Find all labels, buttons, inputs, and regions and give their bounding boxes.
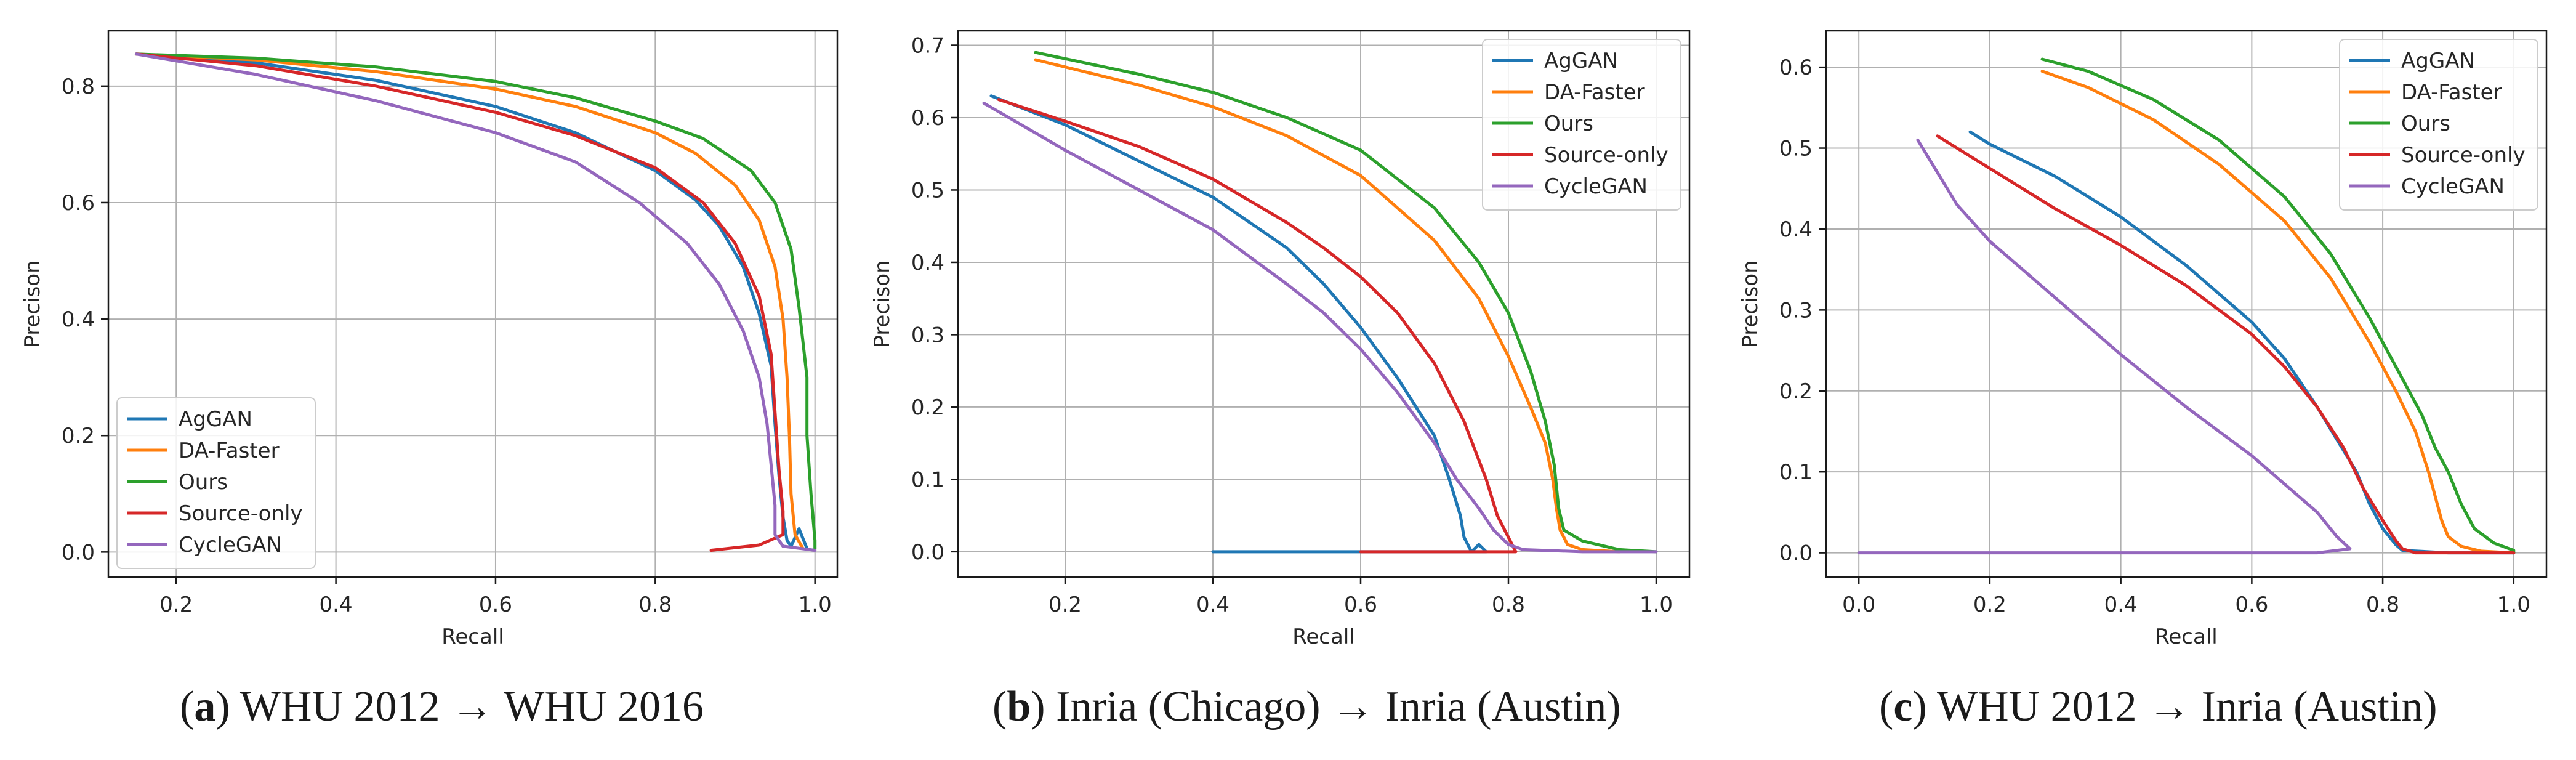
y-tick-label: 0.0 [911, 540, 944, 565]
y-tick-label: 0.8 [62, 75, 95, 99]
legend-box [116, 397, 316, 569]
caption-a: (a) WHU 2012 → WHU 2016 [180, 683, 704, 730]
y-tick-label: 0.2 [62, 424, 95, 448]
series-line-ours [1034, 51, 1658, 554]
y-tick-label: 0.4 [62, 307, 95, 332]
x-tick-label: 1.0 [1640, 592, 1673, 617]
series-line-source-only [1936, 134, 2516, 555]
y-axis-label: Precison [1738, 260, 1763, 347]
series-line-da-faster [2040, 70, 2516, 555]
y-tick-label: 0.6 [911, 106, 944, 131]
chart-panel-c: 0.0 0.2 0.4 0.6 0.8 1.0 0.0 0.1 0.2 0.3 0.4 0.5 0.6 R… [1738, 30, 2548, 649]
legend-label: DA-Faster [2401, 80, 2502, 105]
y-tick-label: 0.2 [1779, 379, 1813, 404]
x-tick-label: 0.2 [1049, 592, 1082, 617]
legend-label: CycleGAN [2401, 174, 2505, 199]
y-tick-label: 0.3 [1779, 298, 1813, 323]
x-tick-label: 0.8 [638, 592, 672, 617]
y-tick-label: 0.0 [62, 540, 95, 565]
axes-frame [957, 30, 1691, 578]
x-tick-label: 0.6 [479, 592, 512, 617]
series-line-source-only [997, 98, 1518, 554]
x-axis-label: Recall [1292, 625, 1354, 649]
y-tick-label: 0.0 [1779, 541, 1813, 566]
legend-label: Ours [2401, 111, 2450, 136]
legend: AgGAN DA-Faster Ours Source-only CycleGAN [2339, 39, 2538, 211]
legend-label: Source-only [179, 501, 303, 526]
x-axis-label: Recall [441, 625, 504, 649]
x-axis-label: Recall [2155, 625, 2217, 649]
series-line-ours [134, 52, 817, 551]
x-tick-label: 1.0 [2497, 592, 2530, 617]
legend: AgGAN DA-Faster Ours Source-only CycleGAN [1482, 39, 1681, 211]
legend-label: Source-only [2401, 143, 2526, 168]
y-tick-label: 0.1 [1779, 460, 1813, 485]
x-tick-label: 0.0 [1842, 592, 1875, 617]
x-tick-label: 0.4 [1196, 592, 1230, 617]
y-tick-label: 0.7 [911, 33, 944, 58]
legend-label: AgGAN [179, 407, 252, 432]
caption-c: (c) WHU 2012 → Inria (Austin) [1879, 683, 2437, 730]
x-tick-label: 0.8 [1492, 592, 1525, 617]
chart-panel-a: 0.2 0.4 0.6 0.8 1.0 0.0 0.2 0.4 0.6 0.8 Recall Prec… [20, 30, 839, 649]
legend-label: Ours [179, 470, 228, 495]
series-line-aggan [989, 94, 1488, 554]
x-tick-label: 0.6 [2235, 592, 2268, 617]
x-tick-label: 0.8 [2366, 592, 2399, 617]
legend-box [1482, 39, 1681, 211]
legend-label: Ours [1544, 111, 1593, 136]
series-line-cyclegan [982, 102, 1658, 554]
y-tick-label: 0.5 [911, 178, 944, 203]
legend-label: CycleGAN [179, 533, 282, 557]
y-tick-label: 0.6 [1779, 55, 1813, 80]
legend-label: CycleGAN [1544, 174, 1648, 199]
x-tick-label: 0.2 [1973, 592, 2006, 617]
series-line-cyclegan [134, 52, 817, 552]
x-tick-label: 0.2 [159, 592, 193, 617]
series-line-da-faster [1034, 58, 1621, 554]
x-tick-label: 0.6 [1344, 592, 1377, 617]
x-tick-label: 0.4 [320, 592, 353, 617]
y-tick-label: 0.5 [1779, 137, 1813, 161]
legend: AgGAN DA-Faster Ours Source-only CycleGAN [116, 397, 316, 569]
axes-frame [107, 30, 839, 578]
y-tick-label: 0.1 [911, 467, 944, 492]
legend-label: DA-Faster [1544, 80, 1645, 105]
y-tick-label: 0.2 [911, 395, 944, 420]
legend-box [2339, 39, 2538, 211]
x-tick-label: 1.0 [799, 592, 832, 617]
y-tick-label: 0.4 [911, 251, 944, 275]
x-tick-label: 0.4 [2104, 592, 2138, 617]
chart-panel-b: 0.2 0.4 0.6 0.8 1.0 0.0 0.1 0.2 0.3 0.4 0.5 0.6 0.7 R… [870, 30, 1691, 649]
legend-label: AgGAN [2401, 49, 2475, 73]
y-tick-label: 0.6 [62, 191, 95, 216]
series-line-da-faster [134, 52, 805, 551]
series-line-cyclegan [1857, 138, 2352, 555]
y-tick-label: 0.3 [911, 323, 944, 347]
axes-frame [1825, 30, 2548, 578]
legend-label: AgGAN [1544, 49, 1618, 73]
series-line-ours [2040, 57, 2516, 555]
legend-label: Source-only [1544, 143, 1668, 168]
caption-b: (b) Inria (Chicago) → Inria (Austin) [992, 683, 1621, 730]
legend-label: DA-Faster [179, 439, 280, 463]
series-line-aggan [134, 52, 809, 551]
y-axis-label: Precison [870, 260, 895, 347]
series-line-source-only [134, 52, 785, 552]
y-axis-label: Precison [20, 260, 45, 347]
y-tick-label: 0.4 [1779, 217, 1813, 242]
